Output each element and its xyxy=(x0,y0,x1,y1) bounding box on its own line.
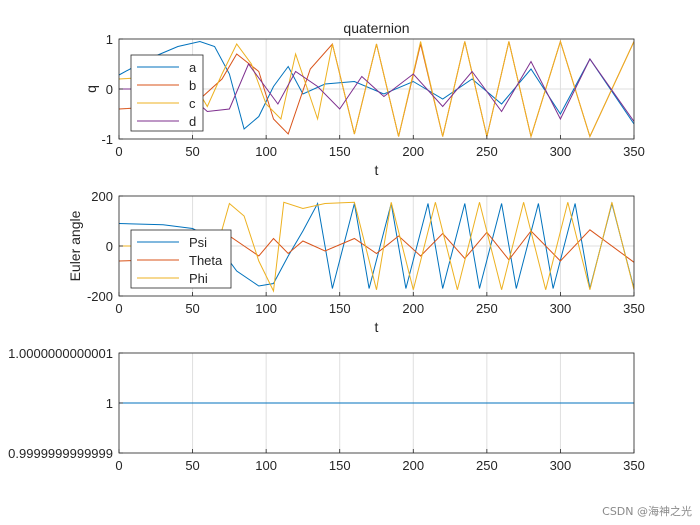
x-tick-label: 100 xyxy=(255,458,277,473)
y-tick-label: 1.0000000000001 xyxy=(8,346,113,361)
series-line-phi xyxy=(119,201,634,293)
plot-1: 0 50 100 150 200 250 300 35010-1quaterniontqabc… xyxy=(83,20,645,178)
x-tick-label: 350 xyxy=(623,458,645,473)
series-line-c xyxy=(119,39,634,139)
legend-box xyxy=(130,54,204,132)
x-tick-label: 150 xyxy=(329,144,351,159)
x-tick-label: 0 xyxy=(115,301,122,316)
x-tick-label: 200 xyxy=(402,458,424,473)
y-tick-label: -200 xyxy=(87,289,113,304)
y-tick-label: -1 xyxy=(101,132,113,147)
y-tick-label: 200 xyxy=(91,189,113,204)
legend-label: a xyxy=(189,60,197,75)
x-tick-label: 100 xyxy=(255,301,277,316)
x-tick-label: 50 xyxy=(185,144,199,159)
x-tick-label: 250 xyxy=(476,301,498,316)
legend-label: Psi xyxy=(189,235,207,250)
y-tick-label: 1 xyxy=(106,396,113,411)
legend-label: Phi xyxy=(189,271,208,286)
y-tick-label: 0.9999999999999 xyxy=(8,446,113,461)
x-tick-label: 350 xyxy=(623,301,645,316)
x-tick-label: 0 xyxy=(115,144,122,159)
x-axis-label: t xyxy=(375,319,379,335)
legend-label: c xyxy=(189,96,196,111)
x-tick-label: 150 xyxy=(329,458,351,473)
legend: Psi Theta Phi xyxy=(130,229,232,289)
watermark: CSDN @海神之光 xyxy=(602,505,692,518)
x-tick-label: 50 xyxy=(185,301,199,316)
y-tick-label: 1 xyxy=(106,32,113,47)
x-tick-label: 250 xyxy=(476,458,498,473)
legend-label: d xyxy=(189,114,196,129)
x-tick-label: 300 xyxy=(550,301,572,316)
x-tick-label: 0 xyxy=(115,458,122,473)
x-tick-label: 350 xyxy=(623,144,645,159)
x-tick-label: 300 xyxy=(550,144,572,159)
y-tick-label: 0 xyxy=(106,82,113,97)
x-tick-label: 100 xyxy=(255,144,277,159)
x-tick-label: 300 xyxy=(550,458,572,473)
chart-title: quaternion xyxy=(343,20,409,36)
legend-label: Theta xyxy=(189,253,223,268)
y-tick-label: 0 xyxy=(106,239,113,254)
y-axis-label: Euler angle xyxy=(67,210,83,281)
x-tick-label: 200 xyxy=(402,144,424,159)
legend-label: b xyxy=(189,78,196,93)
x-tick-label: 150 xyxy=(329,301,351,316)
x-tick-label: 200 xyxy=(402,301,424,316)
x-tick-label: 50 xyxy=(185,458,199,473)
x-tick-label: 250 xyxy=(476,144,498,159)
series-line-d xyxy=(119,58,634,122)
plot-3: 0 50 100 150 200 250 300 350 1.0000000000001 1 0.9… xyxy=(8,346,645,473)
y-axis-label: q xyxy=(83,85,99,93)
x-axis-label: t xyxy=(375,162,379,178)
